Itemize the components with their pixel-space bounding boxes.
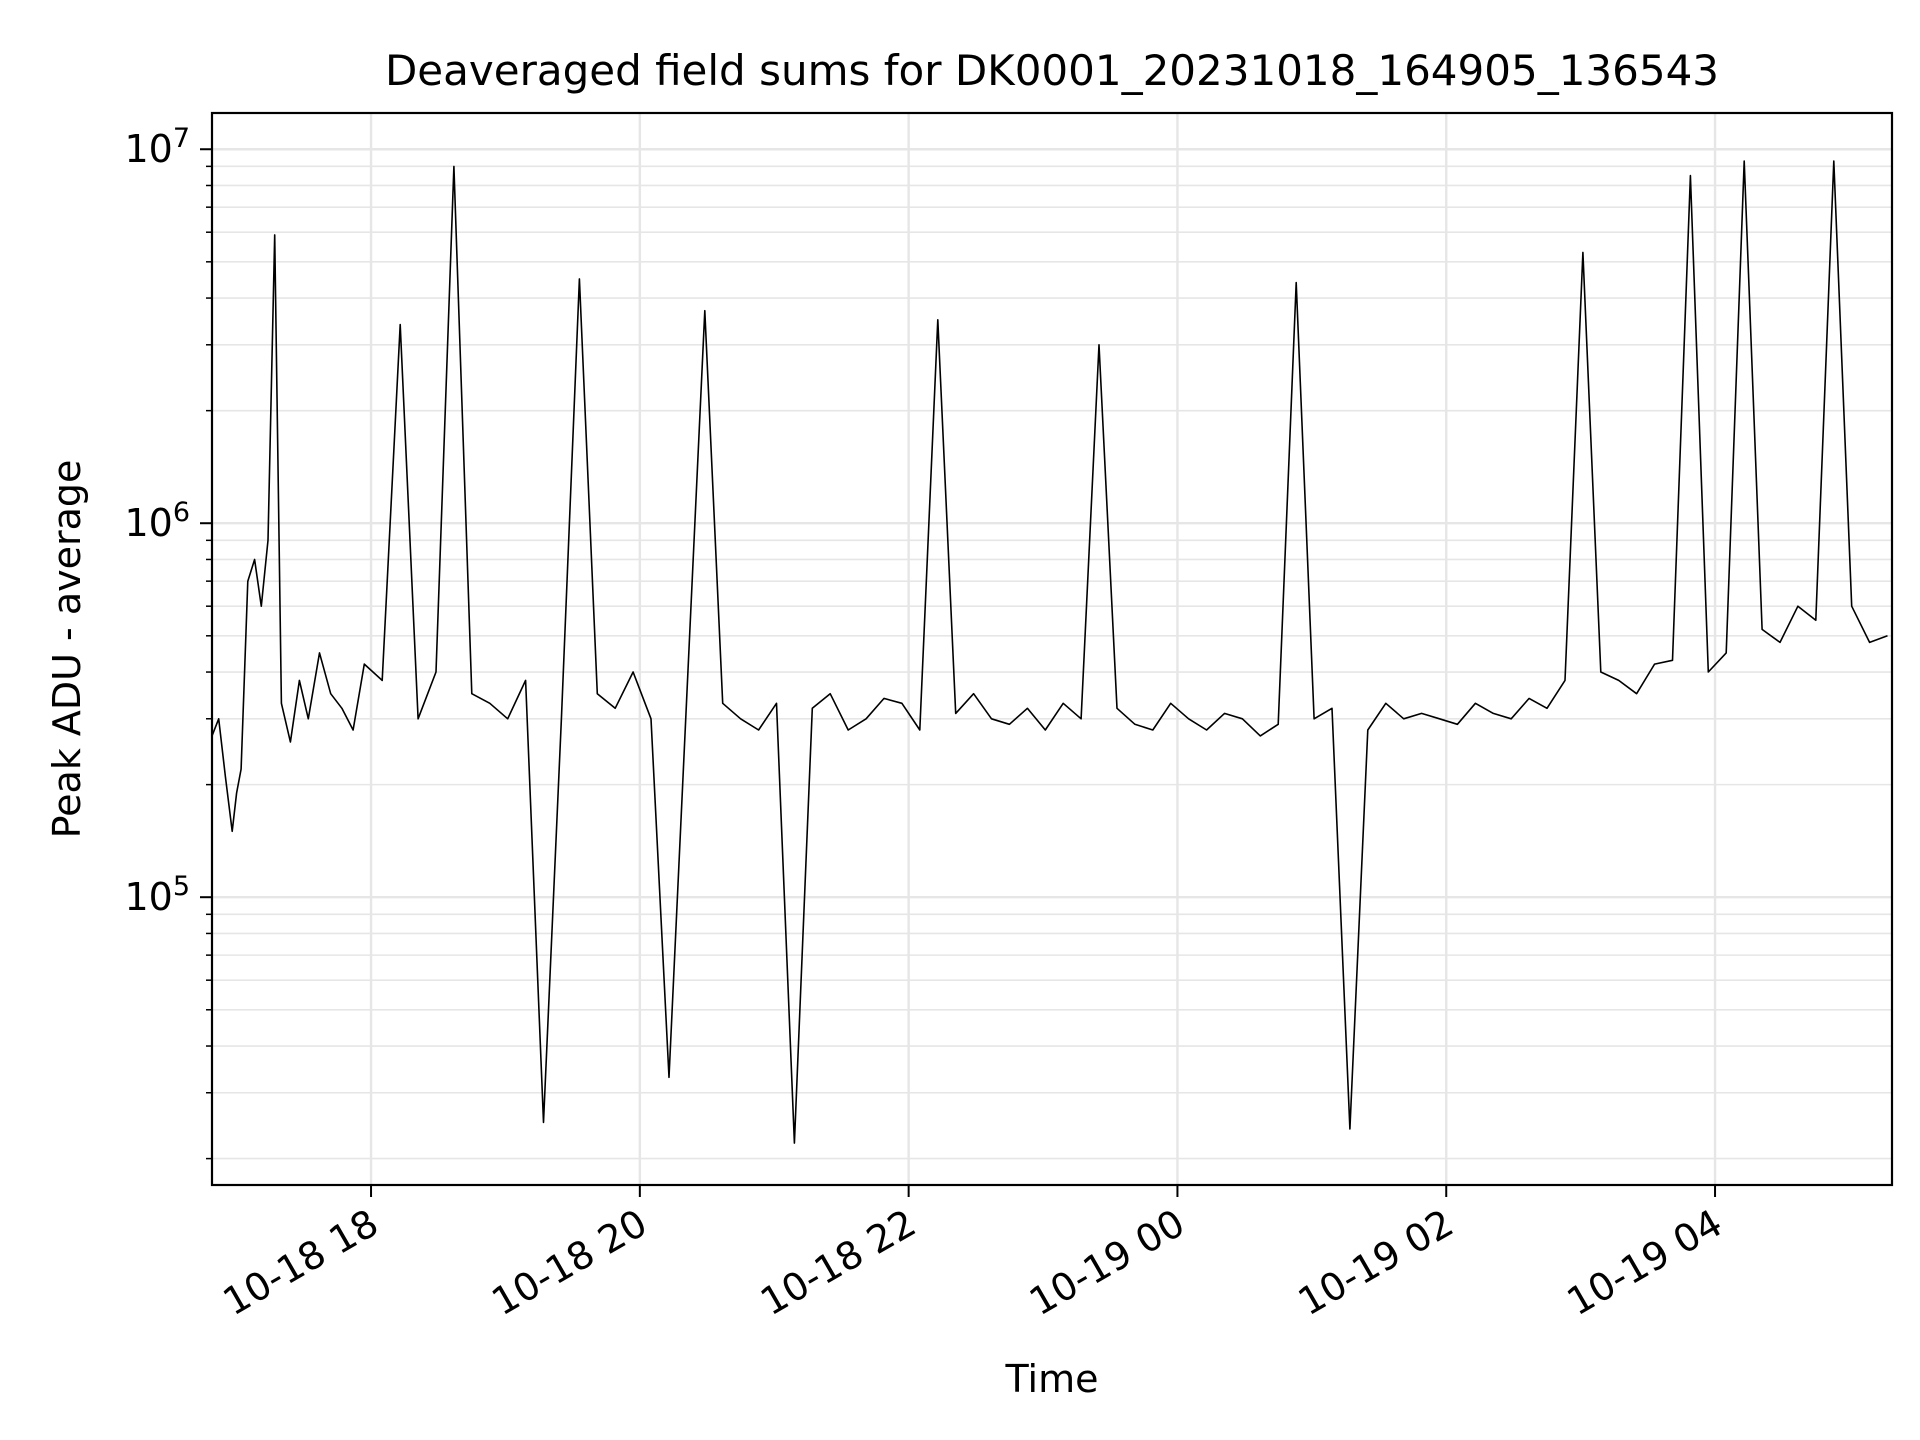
series-line bbox=[211, 160, 1888, 1144]
plot-frame bbox=[210, 111, 1894, 1187]
y-tick-label: 105 bbox=[124, 871, 190, 919]
y-tick-label: 106 bbox=[124, 497, 190, 545]
y-axis-label: Peak ADU - average bbox=[45, 460, 89, 839]
series-layer bbox=[211, 160, 1888, 1144]
y-tick-label: 107 bbox=[124, 123, 190, 171]
plot-area bbox=[212, 113, 1892, 1185]
y-axis-ticks: 105 106 107 bbox=[124, 123, 212, 1160]
x-axis-label: Time bbox=[1005, 1357, 1099, 1401]
chart-title: Deaveraged field sums for DK0001_2023101… bbox=[385, 46, 1719, 95]
